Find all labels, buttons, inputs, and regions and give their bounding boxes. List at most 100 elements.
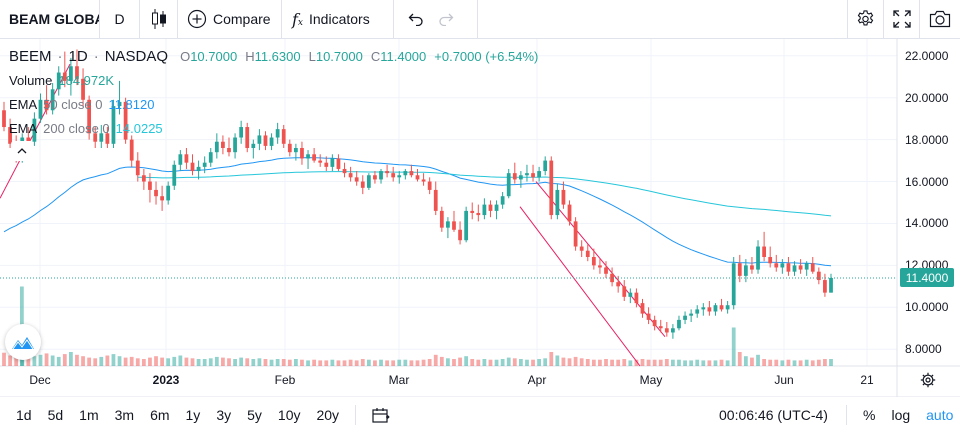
volume-bar (354, 360, 359, 366)
volume-bar (318, 360, 323, 366)
volume-bar (446, 358, 450, 366)
candle-body (300, 148, 304, 159)
trend-line (519, 206, 641, 367)
range-button-5y[interactable]: 5y (247, 407, 262, 423)
symbol-search-button[interactable]: BEAM GLOBAL (0, 0, 100, 39)
percent-scale-button[interactable]: % (863, 407, 876, 423)
gear-icon[interactable] (920, 372, 936, 388)
range-button-6m[interactable]: 6m (150, 407, 170, 423)
time-tick-label: 2023 (152, 373, 180, 387)
chart-pane[interactable] (0, 39, 960, 397)
volume-bar (312, 359, 317, 366)
volume-bar (148, 357, 152, 366)
indicators-button[interactable]: fx Indicators (282, 0, 394, 39)
range-button-1y[interactable]: 1y (185, 407, 201, 423)
bottom-toolbar: 1d 5d 1m 3m 6m 1y 3y 5y 10y 20y 00:06:46 (UTC-4) … (0, 397, 960, 433)
candle-body (269, 137, 274, 146)
volume-bar (713, 360, 718, 366)
volume-bar (129, 356, 134, 366)
open-key: O (180, 49, 191, 64)
volume-bar (476, 359, 481, 366)
interval-button[interactable]: D (100, 0, 140, 39)
volume-bar (342, 360, 347, 366)
volume-bar (743, 356, 748, 366)
clock[interactable]: 00:06:46 (UTC-4) (719, 407, 828, 423)
candle-body (774, 263, 779, 268)
volume-bar (810, 360, 815, 366)
range-button-3m[interactable]: 3m (114, 407, 135, 423)
volume-bar (561, 357, 566, 366)
candle-body (707, 307, 712, 312)
volume-bar (792, 360, 797, 366)
legend-collapse-button[interactable] (11, 141, 33, 161)
volume-bar (14, 356, 19, 366)
candle-body (555, 189, 560, 216)
ema50-line (3, 157, 832, 267)
volume-bar (373, 360, 377, 366)
compare-button[interactable]: Compare (178, 0, 282, 39)
price-chart[interactable] (0, 39, 960, 397)
volume-bar (543, 358, 548, 366)
candle-body (330, 158, 335, 167)
volume-bar (585, 359, 590, 366)
ema50-legend-row[interactable]: EMA 50 close 0 11.8120 (9, 93, 538, 117)
range-button-10y[interactable]: 10y (277, 407, 301, 423)
candle-body (421, 179, 426, 182)
fullscreen-button[interactable] (884, 0, 920, 39)
volume-bar (75, 354, 79, 366)
volume-bar (196, 359, 201, 366)
volume-bar (324, 360, 329, 366)
close-key: C (370, 49, 381, 64)
candle-body (366, 175, 371, 188)
volume-bar (646, 359, 651, 366)
volume-bar (2, 352, 6, 366)
settings-button[interactable] (848, 0, 884, 39)
candle-body (598, 265, 602, 268)
candle-body (227, 148, 231, 153)
volume-bar (725, 360, 730, 366)
ema50-value: 11.8120 (108, 97, 155, 112)
range-button-5d[interactable]: 5d (47, 407, 64, 423)
auto-scale-button[interactable]: auto (926, 407, 954, 423)
undo-icon[interactable] (408, 12, 424, 26)
candle-body (689, 313, 694, 316)
change-value: +0.7000 (+6.54%) (434, 49, 539, 64)
volume-bar (403, 359, 408, 366)
time-tick-label: Dec (29, 373, 51, 387)
volume-bar (154, 356, 158, 366)
volume-bar (707, 360, 712, 366)
volume-bar (397, 359, 402, 366)
low-key: L (308, 49, 316, 64)
candle-body (184, 154, 189, 163)
volume-bar (8, 355, 12, 366)
volume-bar (117, 356, 122, 366)
candle-body (129, 139, 134, 161)
range-button-1d[interactable]: 1d (16, 407, 32, 423)
candle-body (616, 282, 621, 287)
date-range-icon[interactable] (372, 407, 390, 423)
ema200-legend-row[interactable]: EMA 200 close 0 14.0225 (9, 117, 538, 141)
volume-bar (506, 357, 511, 366)
range-buttons: 1d 5d 1m 3m 6m 1y 3y 5y 10y 20y (0, 397, 347, 433)
log-scale-button[interactable]: log (891, 407, 911, 423)
candle-body (81, 78, 85, 100)
range-button-1m[interactable]: 1m (79, 407, 99, 423)
undo-redo-group (394, 0, 478, 39)
candle-body (391, 173, 396, 178)
candle-body (768, 257, 773, 264)
screenshot-button[interactable] (920, 0, 960, 39)
volume-bar (257, 358, 262, 366)
chart-style-button[interactable] (140, 0, 178, 39)
volume-legend-row[interactable]: Volume 184.972K (9, 69, 538, 93)
redo-icon[interactable] (438, 12, 454, 26)
volume-bar (160, 357, 164, 366)
range-button-3y[interactable]: 3y (216, 407, 232, 423)
candle-body (379, 171, 383, 180)
candle-body (737, 263, 742, 276)
volume-bar (549, 352, 554, 366)
candle-body (713, 305, 718, 312)
candle-body (604, 267, 608, 274)
logo-button[interactable] (5, 324, 41, 360)
range-button-20y[interactable]: 20y (316, 407, 340, 423)
volume-bar (573, 356, 578, 366)
